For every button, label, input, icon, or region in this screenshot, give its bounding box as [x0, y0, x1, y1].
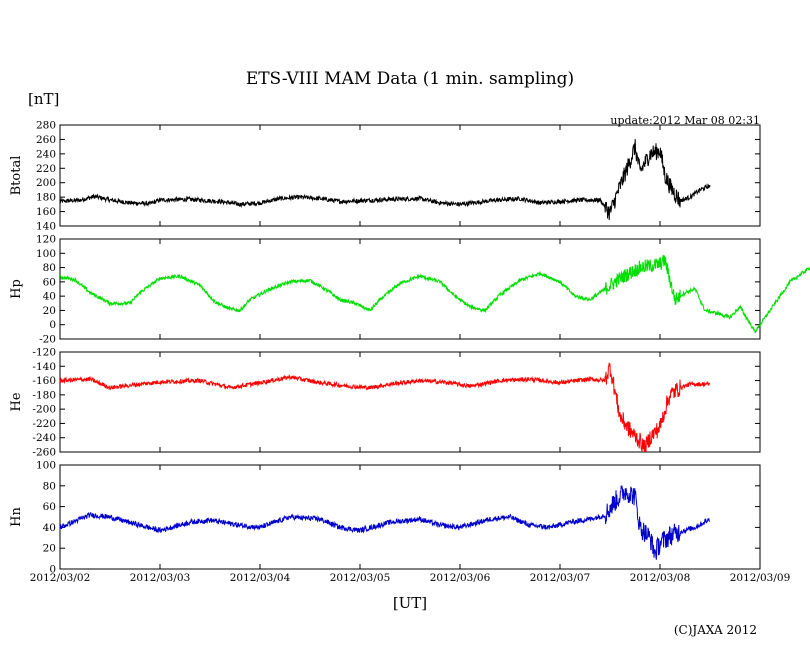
- series-line-hp: [59, 254, 810, 334]
- y-tick-label: 80: [43, 480, 56, 492]
- panel-hp: 120 100 80 60 40 20 0 -20 Hp: [9, 234, 810, 346]
- y-tick-label: -220: [32, 418, 56, 430]
- update-label: update:2012 Mar 08 02:31: [610, 114, 760, 127]
- unit-label: [nT]: [28, 90, 59, 108]
- y-axis-label: Hn: [9, 507, 24, 527]
- panel-frame: [59, 351, 761, 453]
- y-axis-label: Btotal: [9, 156, 24, 196]
- y-tick-label: -260: [32, 447, 56, 459]
- x-tick-label: 2012/03/03: [130, 572, 191, 584]
- x-axis-label: [UT]: [393, 594, 427, 612]
- y-tick-label: 180: [36, 192, 56, 204]
- panel-frame: [59, 124, 761, 227]
- y-tick-label: 100: [36, 248, 56, 260]
- x-tick-label: 2012/03/09: [730, 572, 791, 584]
- panel-hn: 100 80 60 40 20 0 Hn: [9, 460, 761, 576]
- copyright: (C)JAXA 2012: [674, 623, 757, 637]
- series-line-hn: [59, 485, 711, 560]
- x-tick-label: 2012/03/05: [330, 572, 391, 584]
- y-tick-label: 120: [36, 234, 56, 246]
- y-tick-label: -20: [39, 334, 56, 346]
- y-axis-label: He: [9, 392, 24, 411]
- panels: 280260240220200180160140Btotal1201008060…: [9, 120, 810, 576]
- y-tick-label: 60: [43, 276, 56, 288]
- x-tick-label: 2012/03/07: [530, 572, 591, 584]
- y-tick-label: 220: [36, 163, 56, 175]
- x-tick-label: 2012/03/06: [430, 572, 491, 584]
- y-tick-label: -120: [32, 347, 56, 359]
- y-tick-label: 20: [43, 543, 56, 555]
- y-tick-label: -160: [32, 375, 56, 387]
- panel-btotal: 280 260 240 220 200 180 160 140 Btotal: [9, 120, 761, 233]
- y-tick-label: 0: [49, 319, 56, 331]
- y-tick-label: -140: [32, 361, 56, 373]
- y-tick-label: 60: [43, 501, 56, 513]
- y-tick-label: -180: [32, 389, 56, 401]
- y-tick-label: 0: [49, 564, 56, 576]
- x-tick-label: 2012/03/08: [630, 572, 691, 584]
- y-tick-label: 20: [43, 305, 56, 317]
- y-tick-label: 80: [43, 262, 56, 274]
- y-tick-label: -240: [32, 432, 56, 444]
- y-tick-label: 100: [36, 460, 56, 472]
- y-tick-label: 280: [36, 120, 56, 132]
- panel-frame: [59, 238, 761, 340]
- series-line-btotal: [59, 139, 711, 221]
- y-tick-label: 260: [36, 134, 56, 146]
- y-tick-label: 40: [43, 522, 56, 534]
- chart-title: ETS-VIII MAM Data (1 min. sampling): [246, 69, 574, 89]
- panel-frame: [59, 464, 761, 570]
- x-axis: 2012/03/02 2012/03/03 2012/03/04 2012/03/05…: [30, 125, 791, 584]
- y-tick-label: -200: [32, 404, 56, 416]
- y-tick-label: 40: [43, 291, 56, 303]
- y-tick-label: 200: [36, 177, 56, 189]
- panel-he: -120 -140 -160 -180 -200 -220 -240 -260 He: [9, 347, 761, 459]
- series-line-he: [59, 362, 711, 453]
- x-tick-label: 2012/03/04: [230, 572, 291, 584]
- x-tick-label: 2012/03/02: [30, 572, 91, 584]
- y-tick-label: 240: [36, 148, 56, 160]
- y-axis-label: Hp: [9, 279, 24, 299]
- y-tick-label: 140: [36, 221, 56, 233]
- y-tick-label: 160: [36, 206, 56, 218]
